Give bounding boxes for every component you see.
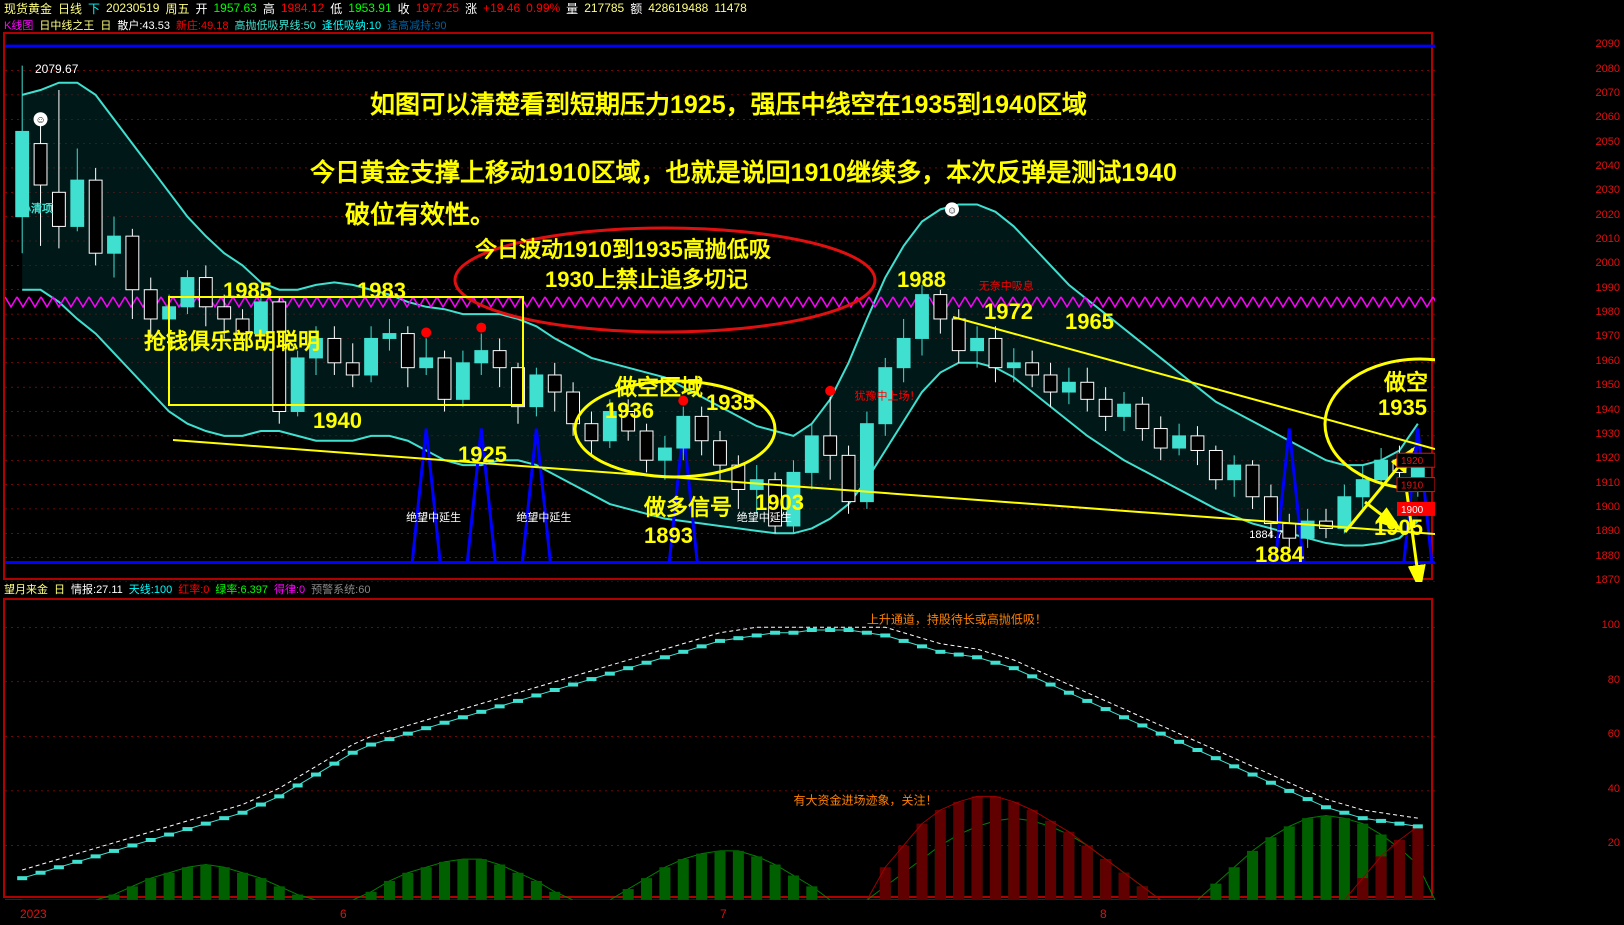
leg-l1: K线图: [4, 17, 33, 33]
annotation-text: 1903: [755, 490, 804, 516]
sleg-c: 红率:0: [178, 581, 209, 597]
high-label: 高: [263, 0, 275, 17]
pct-val: 0.99%: [526, 1, 560, 15]
svg-text:1920: 1920: [1401, 456, 1424, 467]
annotation-text: 1983: [357, 278, 406, 304]
sub-legend: 望月来金 日 情报:27.11 天线:100 红率:0 绿率:6.397 得律:…: [0, 582, 1624, 596]
svg-text:有大资金进场迹象，关注！: 有大资金进场迹象，关注！: [793, 793, 937, 808]
annotation-text: 1925: [458, 442, 507, 468]
sleg-d: 绿率:6.397: [215, 581, 268, 597]
close-label: 收: [398, 0, 410, 17]
annotation-text: 1905: [1374, 515, 1423, 541]
annotation-text: 1884: [1255, 542, 1304, 568]
sleg-l2: 日: [54, 581, 65, 597]
open-val: 1957.63: [213, 1, 256, 15]
amt-val: 428619488: [648, 1, 708, 15]
svg-text:绝望中延生: 绝望中延生: [516, 510, 571, 524]
chg-val: +19.46: [483, 1, 520, 15]
annotation-text: 抢钱俱乐部胡聪明: [144, 324, 320, 356]
svg-text:绝望中延生: 绝望中延生: [406, 510, 461, 524]
leg-a: 散户:43.53: [117, 17, 170, 33]
svg-text:无奈中吸息: 无奈中吸息: [979, 279, 1034, 293]
chg-label: 涨: [465, 0, 477, 17]
svg-text:犹豫中上场！: 犹豫中上场！: [855, 388, 921, 402]
annotation-text: 心清项: [20, 200, 53, 216]
annotation-text: 1965: [1065, 309, 1114, 335]
annotation-text: 1930上禁止追多切记: [545, 262, 748, 294]
sub-chart[interactable]: 上升通道，持股待长或高抛低吸！ 有大资金进场迹象，关注！: [3, 598, 1433, 898]
dir: 下: [88, 0, 100, 17]
xaxis: 2023678: [0, 901, 1624, 925]
svg-text:1884.7: 1884.7: [1249, 529, 1283, 541]
annotation-text: 1972: [984, 299, 1033, 325]
svg-text:☺: ☺: [947, 205, 957, 216]
annotation-text: 做空区域: [615, 370, 703, 402]
sub-chart-svg: 上升通道，持股待长或高抛低吸！ 有大资金进场迹象，关注！: [5, 600, 1435, 900]
low-label: 低: [330, 0, 342, 17]
amt-label: 额: [630, 0, 642, 17]
sleg-f: 预警系统:60: [311, 581, 370, 597]
annotation-text: 破位有效性。: [345, 195, 495, 231]
close-val: 1977.25: [416, 1, 459, 15]
instrument: 现货黄金: [4, 0, 52, 17]
period: 日线: [58, 0, 82, 17]
extra-val: 11478: [714, 1, 746, 15]
leg-e: 逢高减持:90: [387, 17, 446, 33]
svg-text:☺: ☺: [36, 115, 46, 126]
yaxis-sub: 20406080100: [1584, 598, 1624, 898]
weekday: 周五: [165, 0, 189, 17]
header-bar: 现货黄金 日线 下 20230519 周五 开1957.63 高1984.12 …: [0, 0, 1624, 16]
leg-b: 新庄:49.18: [176, 17, 229, 33]
vol-val: 217785: [584, 1, 624, 15]
yaxis-main: 1870188018901900191019201930194019501960…: [1584, 32, 1624, 580]
annotation-text: 1893: [644, 523, 693, 549]
svg-text:上升通道，持股待长或高抛低吸！: 上升通道，持股待长或高抛低吸！: [867, 611, 1047, 626]
open-label: 开: [195, 0, 207, 17]
sleg-l1: 望月来金: [4, 581, 48, 597]
annotation-text: 1940: [313, 408, 362, 434]
sleg-a: 情报:27.11: [71, 581, 123, 597]
annotation-text: 1985: [223, 278, 272, 304]
annotation-text: 1988: [897, 267, 946, 293]
sleg-b: 天线:100: [129, 581, 172, 597]
low-val: 1953.91: [348, 1, 391, 15]
leg-d: 逢低吸纳:10: [322, 17, 381, 33]
annotation-text: 如图可以清楚看到短期压力1925，强压中线空在1935到1940区域: [370, 85, 1087, 121]
main-legend: K线图 日中线之王 日 散户:43.53 新庄:49.18 高抛低吸界线:50 …: [0, 18, 1624, 32]
svg-text:2079.67: 2079.67: [35, 62, 79, 76]
annotation-text: 1935: [1378, 395, 1427, 421]
annotation-text: 1935: [706, 390, 755, 416]
annotation-text: 做空: [1384, 365, 1428, 397]
svg-text:1910: 1910: [1401, 481, 1424, 492]
sleg-e: 得律:0: [274, 581, 305, 597]
annotation-text: 做多信号: [644, 490, 732, 522]
vol-label: 量: [566, 0, 578, 17]
annotation-text: 今日黄金支撑上移动1910区域，也就是说回1910继续多，本次反弹是测试1940: [310, 153, 1177, 189]
annotation-text: 今日波动1910到1935高抛低吸: [475, 232, 771, 264]
date: 20230519: [106, 1, 159, 15]
leg-c: 高抛低吸界线:50: [235, 17, 316, 33]
high-val: 1984.12: [281, 1, 324, 15]
leg-l3: 日: [100, 17, 111, 33]
leg-l2: 日中线之王: [39, 17, 94, 33]
